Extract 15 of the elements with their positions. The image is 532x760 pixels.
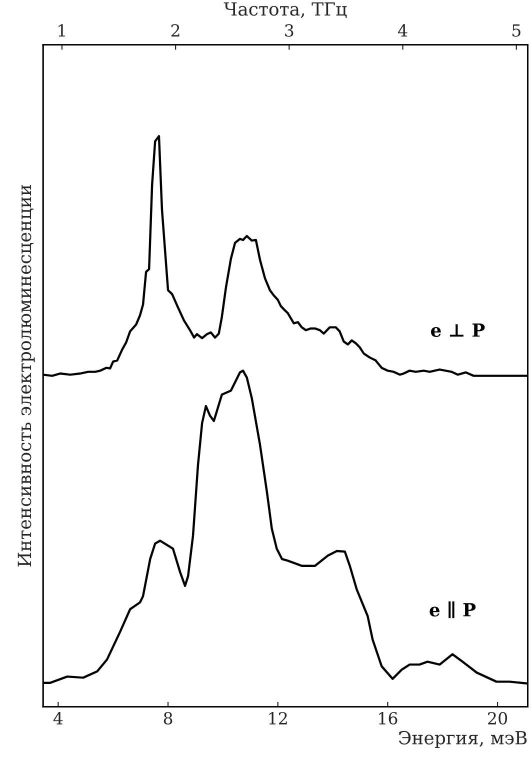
x-axis-title: Энергия, мэВ	[398, 730, 527, 748]
x-tick-label: 12	[269, 712, 287, 724]
x2-tick-label: 3	[285, 24, 294, 37]
x-tick-label: 20	[488, 712, 508, 725]
y-axis-title: Интенсивность электролюминесценции	[18, 185, 35, 567]
x2-axis-title: Частота, ТГц	[224, 2, 347, 18]
x-tick-label: 16	[379, 712, 398, 725]
x-tick-label: 8	[164, 712, 172, 725]
x2-tick-label: 5	[512, 24, 520, 37]
text: e ∥ P	[430, 601, 476, 618]
x2-tick-label: 4	[398, 24, 408, 37]
x-tick-label: 4	[53, 712, 63, 724]
series-label: e ⊥ P	[430, 324, 485, 337]
x2-tick-label: 2	[171, 24, 180, 37]
x2-tick-label: 1	[58, 24, 65, 37]
